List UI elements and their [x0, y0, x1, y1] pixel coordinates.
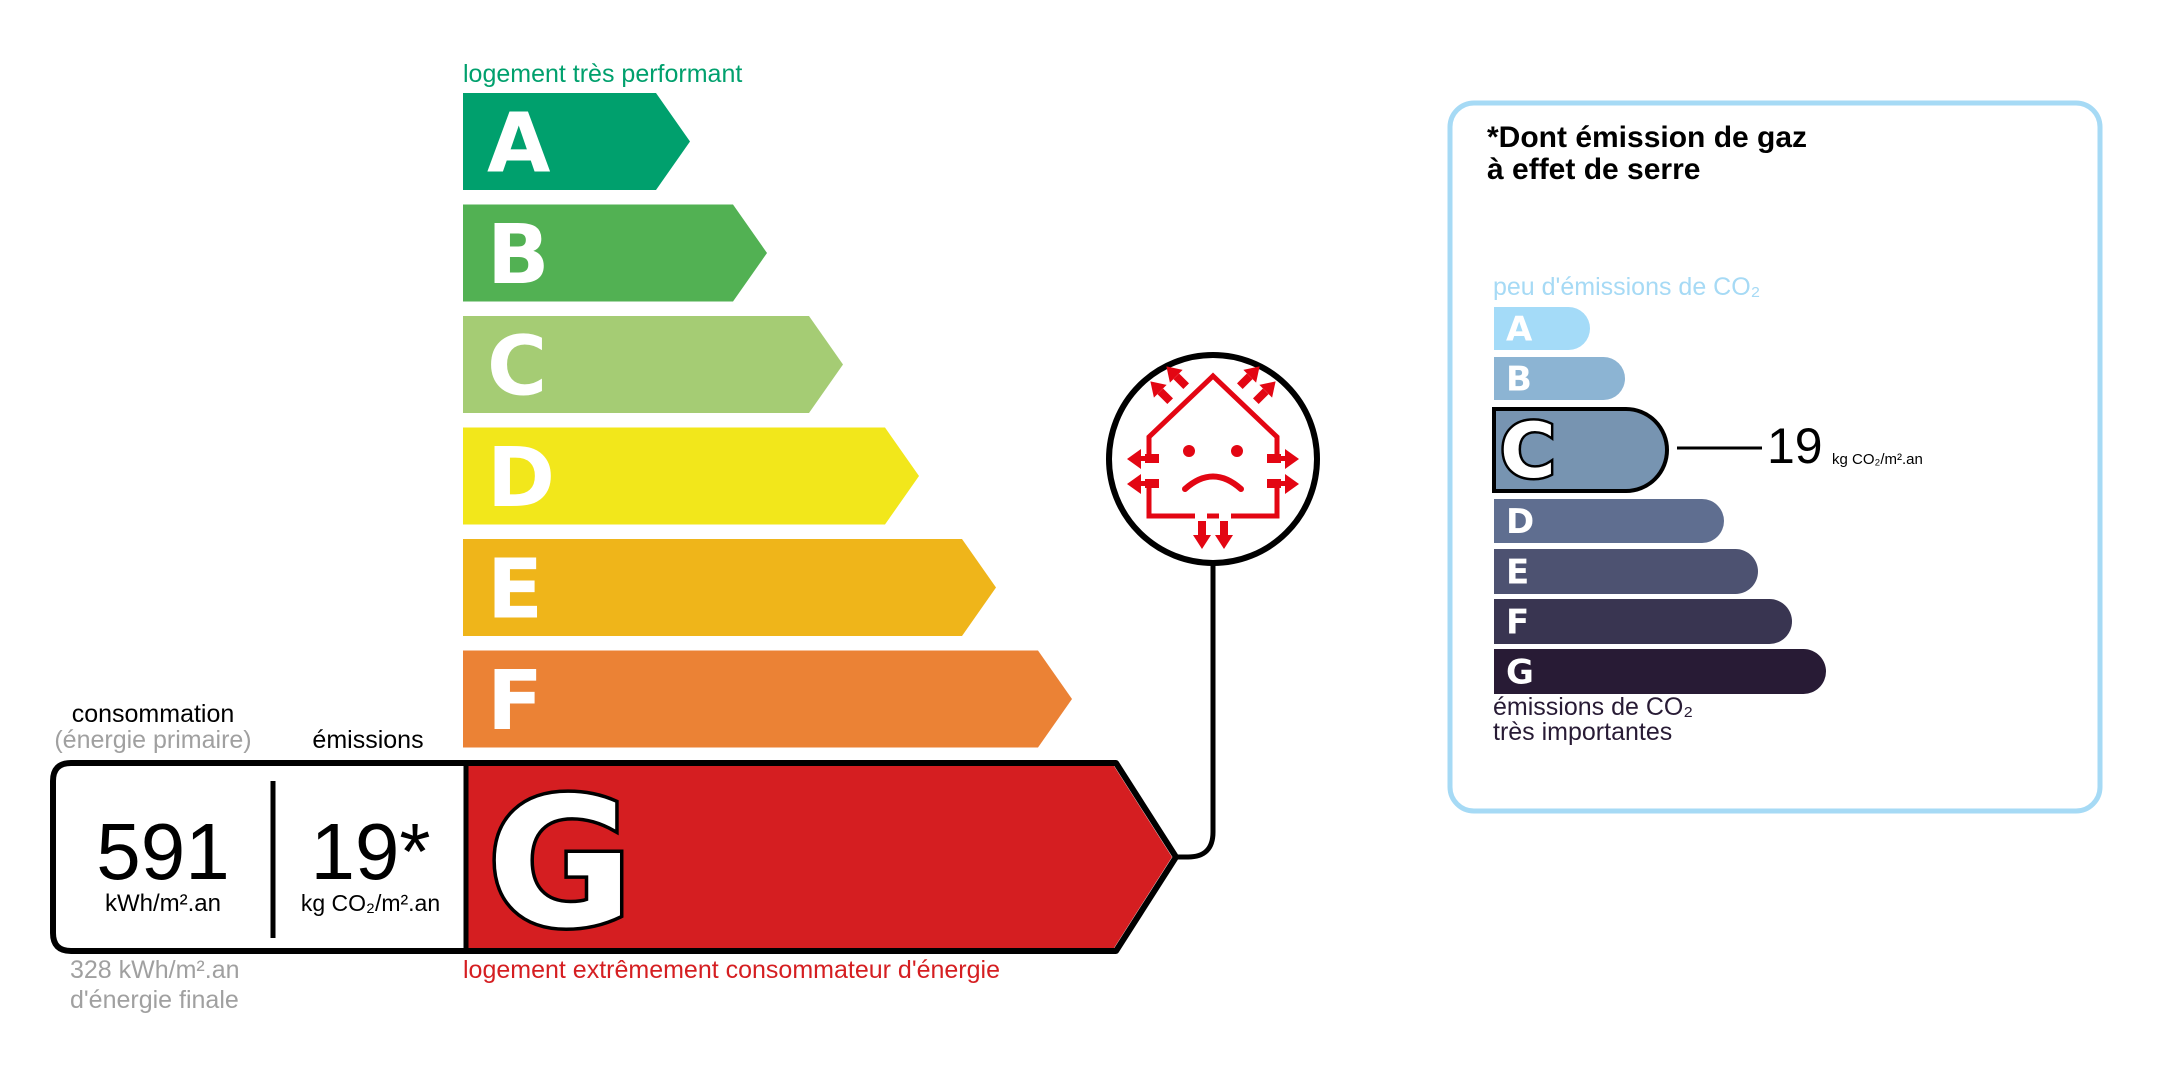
energy-class-bar-e: E: [463, 539, 996, 638]
energy-class-bar-f: F: [463, 650, 1072, 749]
energy-bottom-label: logement extrêmement consommateur d'éner…: [463, 956, 1000, 984]
ges-class-letter: E: [1506, 553, 1529, 593]
final-energy-value: 328 kWh/m².an: [70, 956, 240, 984]
ges-class-letter: C: [1500, 406, 1556, 495]
consumption-subheader: (énergie primaire): [54, 726, 252, 754]
ges-bottom-label: émissions de CO₂ très importantes: [1493, 695, 1693, 745]
final-energy-label: d'énergie finale: [70, 986, 239, 1014]
ges-bottom-label-line2: très importantes: [1493, 718, 1673, 746]
consumption-value: 591: [96, 807, 230, 896]
house-heat-loss-sad-icon: [1106, 352, 1320, 566]
ges-class-bar-c: C: [1492, 404, 1669, 498]
ges-class-bar-b: B: [1494, 357, 1625, 400]
energy-class-bar-d: D: [463, 427, 919, 526]
emissions-value: 19*: [310, 807, 431, 896]
energy-class-letter: C: [487, 320, 547, 415]
ges-class-bar-g: G: [1494, 649, 1826, 694]
energy-class-letter: D: [487, 431, 555, 526]
energy-class-letter-g: G: [487, 760, 633, 967]
consumption-header: consommation: [71, 700, 235, 728]
ges-class-bar-a: A: [1494, 307, 1590, 350]
ges-title: *Dont émission de gaz à effet de serre: [1487, 122, 1807, 186]
energy-class-bar-g: [466, 766, 1172, 948]
energy-class-bar-a: A: [463, 93, 690, 192]
ges-class-bar-e: E: [1494, 549, 1759, 594]
energy-top-label: logement très performant: [463, 60, 743, 88]
ges-panel-border: [1447, 100, 2103, 814]
energy-class-letter: B: [487, 208, 550, 303]
ges-class-bar-d: D: [1494, 499, 1724, 543]
ges-class-bar-f: F: [1494, 599, 1793, 644]
energy-class-letter: A: [487, 97, 551, 192]
energy-class-bar-c: C: [463, 316, 843, 415]
icon-connector-line: [1176, 564, 1216, 860]
ges-value: 19: [1767, 418, 1823, 474]
ges-unit: kg CO₂/m².an: [1832, 451, 1923, 468]
ges-class-letter: D: [1506, 502, 1534, 542]
ges-title-line2: à effet de serre: [1487, 153, 1701, 186]
ges-class-letter: F: [1506, 603, 1529, 643]
ges-class-letter: B: [1506, 360, 1532, 400]
ges-bottom-label-line1: émissions de CO₂: [1493, 693, 1694, 721]
emissions-unit: kg CO₂/m².an: [300, 890, 441, 916]
ges-title-line1: *Dont émission de gaz: [1487, 121, 1808, 154]
consumption-unit: kWh/m².an: [104, 890, 221, 917]
ges-class-letter: G: [1506, 653, 1534, 693]
ges-class-letter: A: [1506, 310, 1533, 350]
emissions-header: émissions: [312, 726, 424, 754]
energy-class-letter: E: [487, 543, 543, 638]
energy-class-bar-b: B: [463, 204, 767, 303]
ges-top-label: peu d'émissions de CO₂: [1493, 273, 1761, 301]
energy-class-letter: F: [487, 654, 543, 749]
